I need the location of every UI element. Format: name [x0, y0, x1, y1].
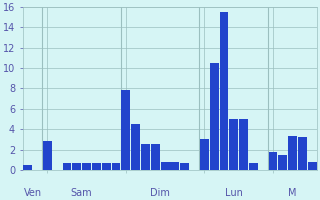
- Bar: [121, 90, 130, 170]
- Text: M: M: [288, 188, 297, 198]
- Text: Dim: Dim: [150, 188, 170, 198]
- Text: Sam: Sam: [71, 188, 92, 198]
- Bar: [131, 124, 140, 170]
- Bar: [200, 139, 209, 170]
- Bar: [102, 163, 111, 170]
- Text: Lun: Lun: [225, 188, 243, 198]
- Bar: [171, 162, 179, 170]
- Bar: [161, 162, 170, 170]
- Bar: [298, 137, 307, 170]
- Bar: [112, 163, 120, 170]
- Bar: [308, 162, 317, 170]
- Bar: [239, 119, 248, 170]
- Bar: [72, 163, 81, 170]
- Bar: [220, 12, 228, 170]
- Bar: [62, 163, 71, 170]
- Bar: [151, 144, 160, 170]
- Bar: [269, 152, 277, 170]
- Bar: [210, 63, 219, 170]
- Bar: [43, 141, 52, 170]
- Bar: [141, 144, 150, 170]
- Bar: [229, 119, 238, 170]
- Bar: [278, 155, 287, 170]
- Bar: [23, 165, 32, 170]
- Text: Ven: Ven: [24, 188, 42, 198]
- Bar: [92, 163, 101, 170]
- Bar: [249, 163, 258, 170]
- Bar: [82, 163, 91, 170]
- Bar: [288, 136, 297, 170]
- Bar: [180, 163, 189, 170]
